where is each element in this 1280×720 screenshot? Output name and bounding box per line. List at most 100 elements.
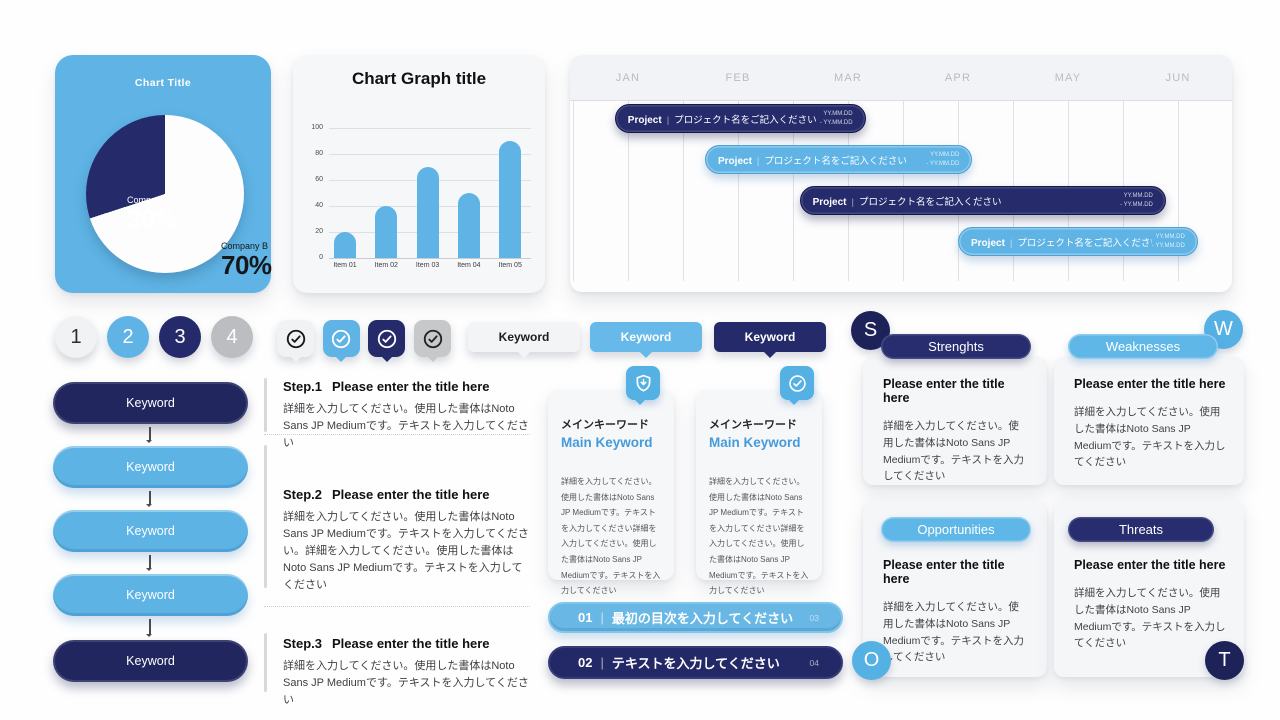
- check-circle-icon[interactable]: [414, 320, 452, 362]
- shield-download-icon[interactable]: [626, 366, 660, 405]
- step2-accent-line: [264, 445, 267, 588]
- main-keyword-body: 詳細を入力してください。使用した書体はNoto Sans JP Mediumです…: [709, 477, 809, 596]
- swot-card-body: 詳細を入力してください。使用した書体はNoto Sans JP Mediumです…: [883, 420, 1024, 483]
- main-keyword-body: 詳細を入力してください。使用した書体はNoto Sans JP Mediumです…: [561, 477, 661, 596]
- flow-arrow-connector: [146, 427, 152, 443]
- swot-header-strengths[interactable]: Strenghts: [881, 334, 1031, 359]
- gantt-gridline: [738, 100, 739, 281]
- pie-slice-label-company-a: Company A 30%: [127, 195, 178, 235]
- gantt-gridline: [793, 100, 794, 281]
- step2-title: Step.2 Please enter the title here: [283, 487, 490, 502]
- gantt-bar-label: Project | プロジェクト名をご記入ください: [627, 114, 817, 126]
- check-circle-icon[interactable]: [368, 320, 406, 362]
- gantt-project-bar[interactable]: Project | プロジェクト名をご記入ください YY.MM.DD - YY.MM.D…: [799, 186, 1166, 215]
- gantt-month-label: JAN: [615, 72, 641, 84]
- toc-item-01[interactable]: 01 | 最初の目次を入力してください 03: [548, 602, 843, 633]
- main-keyword-en-title: Main Keyword: [561, 435, 653, 450]
- step3-title: Step.3 Please enter the title here: [283, 636, 490, 651]
- swot-card-strengths: Please enter the title here 詳細を入力してください。…: [863, 357, 1047, 485]
- gantt-gridline: [628, 100, 629, 281]
- toc-number: 02: [578, 655, 593, 670]
- gantt-bar-label: Project | プロジェクト名をご記入ください: [718, 155, 907, 167]
- keyword-tag-navy[interactable]: Keyword: [714, 322, 826, 358]
- swot-letter-t[interactable]: T: [1205, 641, 1244, 680]
- bar-chart-category-label: Item 04: [457, 262, 481, 269]
- bar-chart-title: Chart Graph title: [351, 69, 487, 88]
- bar-chart-bar[interactable]: [416, 167, 439, 258]
- main-keyword-jp-title: メインキーワード: [561, 419, 649, 431]
- swot-header-opportunities[interactable]: Opportunities: [881, 517, 1031, 542]
- swot-card-title: Please enter the title here: [1074, 377, 1226, 391]
- gantt-gridline: [683, 100, 684, 281]
- bar-chart-bar[interactable]: [375, 206, 398, 258]
- check-circle-icon[interactable]: [277, 320, 314, 362]
- toc-number: 01: [578, 610, 593, 625]
- step-number-circle-4[interactable]: 4: [211, 316, 253, 358]
- flow-keyword-pill[interactable]: Keyword: [53, 446, 248, 488]
- swot-card-body: 詳細を入力してください。使用した書体はNoto Sans JP Mediumです…: [883, 601, 1024, 664]
- swot-card-body: 詳細を入力してください。使用した書体はNoto Sans JP Mediumです…: [1074, 406, 1226, 469]
- bar-chart-category-label: Item 02: [374, 262, 398, 269]
- step3-body: 詳細を入力してください。使用した書体はNoto Sans JP Mediumです…: [283, 660, 529, 707]
- gantt-month-header: [570, 55, 1232, 101]
- main-keyword-en-title: Main Keyword: [709, 435, 801, 450]
- pie-slice-label-company-b: Company B 70%: [221, 241, 272, 281]
- step2-block: Step.2 Please enter the title here 詳細を入力し…: [283, 487, 533, 594]
- step1-title: Step.1 Please enter the title here: [283, 379, 490, 394]
- gantt-bar-dates: YY.MM.DD - YY.MM.DD: [926, 151, 960, 167]
- flow-keyword-pill[interactable]: Keyword: [53, 574, 248, 616]
- gantt-project-bar[interactable]: Project | プロジェクト名をご記入ください YY.MM.DD - YY.MM.D…: [614, 104, 866, 133]
- flow-arrow-connector: [146, 555, 152, 571]
- bar-chart-category-label: Item 01: [333, 262, 357, 269]
- gantt-bar-dates: YY.MM.DD - YY.MM.DD: [1152, 233, 1185, 249]
- flow-arrow-connector: [146, 619, 152, 637]
- gantt-bar-label: Project | プロジェクト名をご記入ください: [971, 237, 1152, 249]
- bar-chart-ytick-label: 40: [315, 202, 323, 209]
- swot-letter-o[interactable]: O: [852, 641, 891, 680]
- gantt-month-label: FEB: [725, 72, 751, 84]
- main-keyword-card-1: メインキーワード Main Keyword 詳細を入力してください。使用した書体…: [548, 390, 674, 595]
- flow-keyword-pill[interactable]: Keyword: [53, 640, 248, 682]
- flow-keyword-pill[interactable]: Keyword: [53, 510, 248, 552]
- bar-chart-card: Chart Graph title 0 20 40 60 80 100 Item 01 Ite…: [293, 55, 545, 293]
- bar-chart-ytick-label: 20: [315, 228, 323, 235]
- keyword-tag-blue[interactable]: Keyword: [590, 322, 702, 358]
- check-circle-icon[interactable]: [322, 320, 360, 362]
- bar-chart-bar[interactable]: [334, 232, 356, 258]
- flow-arrow-connector: [146, 491, 152, 507]
- swot-header-threats[interactable]: Threats: [1068, 517, 1214, 542]
- bar-chart-x-axis: [329, 258, 531, 259]
- swot-card-weaknesses: Please enter the title here 詳細を入力してください。…: [1054, 357, 1244, 485]
- bar-chart-ytick-label: 100: [311, 124, 323, 131]
- toc-text: 最初の目次を入力してください: [611, 611, 794, 626]
- keyword-tag-light[interactable]: Keyword: [468, 322, 580, 358]
- step2-body: 詳細を入力してください。使用した書体はNoto Sans JP Mediumです…: [283, 511, 529, 592]
- swot-header-weaknesses[interactable]: Weaknesses: [1068, 334, 1218, 359]
- gantt-bar-dates: YY.MM.DD - YY.MM.DD: [819, 110, 853, 126]
- gantt-project-bar[interactable]: Project | プロジェクト名をご記入ください YY.MM.DD - YY.MM.D…: [705, 145, 973, 174]
- swot-card-title: Please enter the title here: [883, 377, 1005, 405]
- gantt-month-label: APR: [944, 72, 972, 84]
- gantt-month-label: MAR: [833, 72, 863, 84]
- toc-page-number: 04: [809, 657, 819, 668]
- main-keyword-card-2: メインキーワード Main Keyword 詳細を入力してください。使用した書体…: [696, 390, 822, 595]
- gantt-gridline: [573, 100, 574, 281]
- bar-chart-category-label: Item 05: [498, 262, 522, 269]
- main-keyword-jp-title: メインキーワード: [709, 419, 797, 431]
- pie-chart-card: Chart Title Company A 30% Company B 70%: [55, 55, 272, 293]
- bar-chart-bar[interactable]: [457, 193, 480, 258]
- flow-keyword-pill[interactable]: Keyword: [53, 382, 248, 424]
- step-number-circle-1[interactable]: 1: [55, 316, 97, 358]
- pie-chart[interactable]: [86, 115, 244, 273]
- bar-chart-bar[interactable]: [499, 141, 522, 258]
- gantt-project-bar[interactable]: Project | プロジェクト名をご記入ください YY.MM.DD - YY.MM.D…: [958, 227, 1198, 256]
- step-divider: [264, 434, 530, 435]
- step1-block: Step.1 Please enter the title here 詳細を入力し…: [283, 379, 533, 452]
- step-number-circle-3[interactable]: 3: [159, 316, 201, 358]
- toc-item-02[interactable]: 02 | テキストを入力してください 04: [548, 646, 843, 679]
- step-number-circle-2[interactable]: 2: [107, 316, 149, 358]
- swot-card-title: Please enter the title here: [883, 558, 1005, 586]
- check-circle-icon[interactable]: [780, 366, 814, 405]
- toc-separator: |: [600, 610, 604, 625]
- bar-chart-category-label: Item 03: [415, 262, 440, 269]
